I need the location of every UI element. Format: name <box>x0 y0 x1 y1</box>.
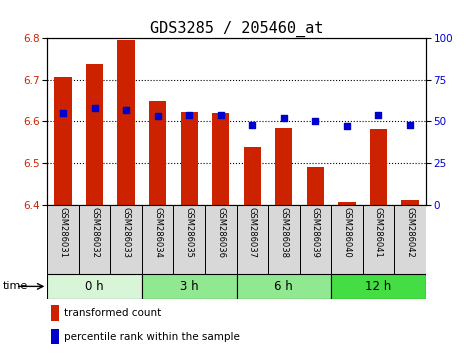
Bar <box>244 147 261 205</box>
Text: GSM286041: GSM286041 <box>374 207 383 258</box>
Point <box>312 119 319 124</box>
Text: GSM286031: GSM286031 <box>59 207 68 258</box>
Point <box>375 112 382 118</box>
Bar <box>47 205 79 274</box>
Bar <box>54 77 72 205</box>
Point <box>154 114 161 119</box>
Point <box>248 122 256 127</box>
Text: percentile rank within the sample: percentile rank within the sample <box>64 332 240 342</box>
Bar <box>236 205 268 274</box>
Text: GSM286042: GSM286042 <box>405 207 414 258</box>
Point <box>343 124 350 129</box>
Bar <box>370 129 387 205</box>
Text: transformed count: transformed count <box>64 308 162 318</box>
Bar <box>110 205 142 274</box>
Text: 0 h: 0 h <box>85 280 104 293</box>
Bar <box>174 205 205 274</box>
Bar <box>142 274 236 299</box>
Bar <box>205 205 236 274</box>
Bar <box>363 205 394 274</box>
Title: GDS3285 / 205460_at: GDS3285 / 205460_at <box>150 21 323 37</box>
Bar <box>47 274 142 299</box>
Text: GSM286033: GSM286033 <box>122 207 131 258</box>
Point <box>59 110 67 116</box>
Bar <box>331 274 426 299</box>
Bar <box>401 200 419 205</box>
Text: GSM286040: GSM286040 <box>342 207 351 258</box>
Text: 12 h: 12 h <box>365 280 392 293</box>
Bar <box>79 205 110 274</box>
Text: GSM286037: GSM286037 <box>248 207 257 258</box>
Text: GSM286034: GSM286034 <box>153 207 162 258</box>
Bar <box>212 113 229 205</box>
Point <box>280 115 288 121</box>
Bar <box>394 205 426 274</box>
Bar <box>236 274 331 299</box>
Bar <box>299 205 331 274</box>
Bar <box>307 167 324 205</box>
Bar <box>338 202 356 205</box>
Text: GSM286035: GSM286035 <box>184 207 194 258</box>
Bar <box>142 205 174 274</box>
Bar <box>86 64 103 205</box>
Text: 3 h: 3 h <box>180 280 199 293</box>
Point <box>406 122 414 127</box>
Bar <box>275 128 292 205</box>
Text: GSM286032: GSM286032 <box>90 207 99 258</box>
Bar <box>331 205 363 274</box>
Bar <box>51 305 60 321</box>
Point <box>123 107 130 113</box>
Bar <box>181 112 198 205</box>
Text: 6 h: 6 h <box>274 280 293 293</box>
Text: GSM286038: GSM286038 <box>279 207 289 258</box>
Bar <box>117 40 135 205</box>
Bar <box>149 102 166 205</box>
Point <box>185 112 193 118</box>
Bar <box>268 205 299 274</box>
Text: time: time <box>2 281 27 291</box>
Text: GSM286039: GSM286039 <box>311 207 320 258</box>
Point <box>91 105 98 111</box>
Bar <box>51 329 60 344</box>
Point <box>217 112 225 118</box>
Text: GSM286036: GSM286036 <box>216 207 225 258</box>
